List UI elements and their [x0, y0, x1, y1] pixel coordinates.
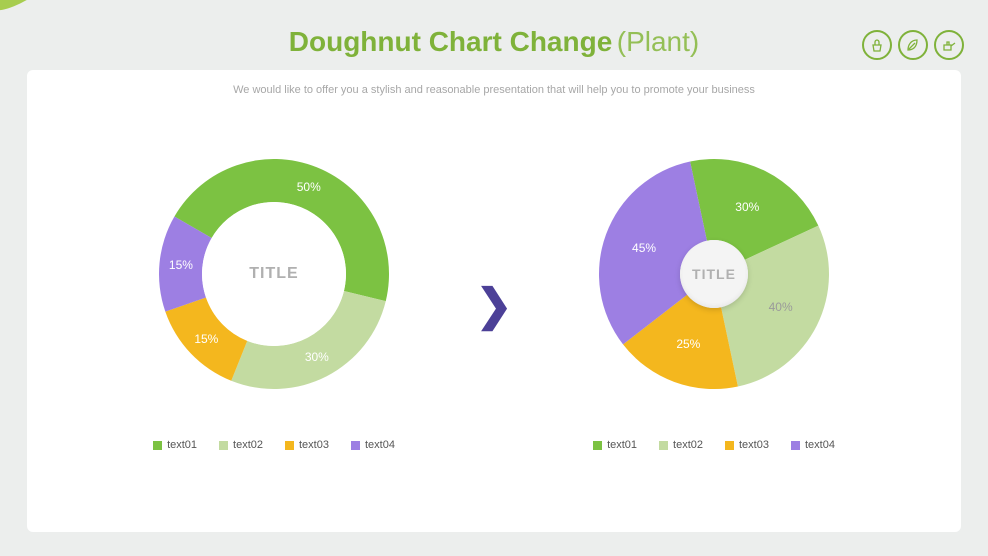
chevron-right-icon: ❯ — [454, 280, 534, 331]
plant-pot-icon — [862, 30, 892, 60]
legend-label: text02 — [233, 439, 263, 451]
donut-center-label: TITLE — [202, 202, 346, 346]
legend-item: text01 — [593, 439, 637, 451]
legend-swatch — [593, 441, 602, 450]
slice-label: 40% — [769, 300, 793, 314]
page-title-main: Doughnut Chart Change — [289, 26, 613, 57]
header-icons — [862, 30, 964, 60]
legend-label: text03 — [739, 439, 769, 451]
slice-label: 45% — [632, 241, 656, 255]
slice-label: 15% — [194, 332, 218, 346]
doughnut-chart-right: 30% 40% 25% 45% TITLE — [599, 159, 829, 389]
legend-label: text01 — [607, 439, 637, 451]
slice-label: 50% — [297, 180, 321, 194]
chart-right-wrap: 30%40%25%45%TITLE text01text02text03text… — [534, 159, 894, 451]
legend-swatch — [351, 441, 360, 450]
legend-item: text03 — [725, 439, 769, 451]
charts-row: 50%30%15%15%TITLE text01text02text03text… — [27, 150, 961, 460]
legend-swatch — [725, 441, 734, 450]
leaf-icon — [898, 30, 928, 60]
slice-label: 30% — [735, 200, 759, 214]
legend-item: text02 — [219, 439, 263, 451]
legend-label: text04 — [365, 439, 395, 451]
legend-item: text03 — [285, 439, 329, 451]
legend-swatch — [659, 441, 668, 450]
legend-label: text02 — [673, 439, 703, 451]
donut-center-label: TITLE — [680, 240, 748, 308]
slice-label: 30% — [305, 350, 329, 364]
doughnut-chart-left: 50%30%15%15%TITLE — [159, 159, 389, 389]
watering-can-icon — [934, 30, 964, 60]
legend-item: text04 — [791, 439, 835, 451]
legend-swatch — [219, 441, 228, 450]
slice-label: 15% — [169, 258, 193, 272]
legend-left: text01 text02 text03 text04 — [153, 439, 395, 451]
chart-left-wrap: 50%30%15%15%TITLE text01text02text03text… — [94, 159, 454, 451]
page-title-sub: (Plant) — [617, 26, 699, 57]
legend-right: text01 text02 text03 text04 — [593, 439, 835, 451]
legend-swatch — [285, 441, 294, 450]
content-card: We would like to offer you a stylish and… — [27, 70, 961, 532]
card-subtitle: We would like to offer you a stylish and… — [27, 70, 961, 96]
header: Doughnut Chart Change (Plant) — [0, 0, 988, 58]
legend-label: text01 — [167, 439, 197, 451]
legend-item: text04 — [351, 439, 395, 451]
legend-item: text01 — [153, 439, 197, 451]
slice-label: 25% — [676, 337, 700, 351]
legend-label: text03 — [299, 439, 329, 451]
legend-swatch — [791, 441, 800, 450]
legend-item: text02 — [659, 439, 703, 451]
legend-swatch — [153, 441, 162, 450]
legend-label: text04 — [805, 439, 835, 451]
